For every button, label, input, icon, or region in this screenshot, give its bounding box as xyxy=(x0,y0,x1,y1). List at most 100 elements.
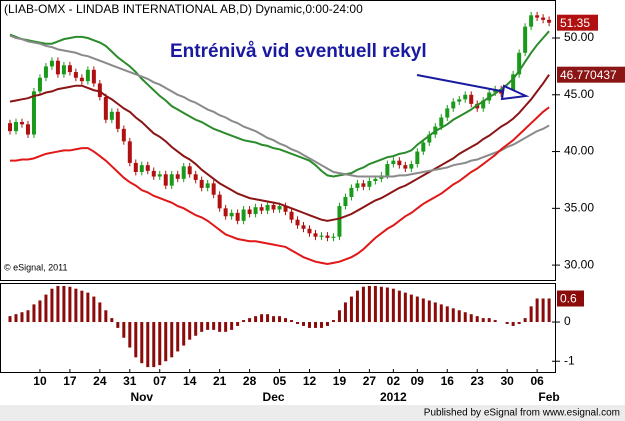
candle-body xyxy=(187,166,192,175)
histogram-bar xyxy=(206,322,210,330)
annotation-arrow xyxy=(416,74,507,93)
histogram-bar xyxy=(104,310,108,323)
candle-body xyxy=(13,122,18,132)
candle-body xyxy=(49,60,54,67)
candle-body xyxy=(271,204,276,210)
candle-body xyxy=(115,111,120,129)
histogram-bar xyxy=(50,288,54,323)
histogram-bar xyxy=(176,322,180,352)
candle-body xyxy=(127,141,132,163)
candle-body xyxy=(523,26,528,53)
candle-body xyxy=(409,164,414,169)
candle-body xyxy=(301,225,306,229)
x-tick-label: 19 xyxy=(333,374,347,388)
chart-title: (LIAB-OMX - LINDAB INTERNATIONAL AB,D) D… xyxy=(4,2,363,16)
y-tick-label: 35.00 xyxy=(564,201,594,215)
candle-body xyxy=(253,207,258,215)
candle-body xyxy=(199,179,204,188)
candle-body xyxy=(55,60,60,75)
candle-body xyxy=(469,94,474,104)
histogram-bar xyxy=(74,288,78,323)
x-tick-label: 09 xyxy=(411,374,425,388)
x-tick-label: 24 xyxy=(93,374,107,388)
candle-body xyxy=(391,160,396,165)
histogram-bar xyxy=(308,322,311,328)
x-tick-label: 02 xyxy=(387,374,401,388)
candle-body xyxy=(67,65,72,73)
histogram-bar xyxy=(397,290,401,323)
candle-body xyxy=(337,206,342,237)
histogram-bar xyxy=(200,322,204,332)
candle-body xyxy=(439,117,444,127)
histogram-bar xyxy=(224,322,228,332)
candle-body xyxy=(223,208,228,217)
candle-body xyxy=(283,206,288,212)
x-tick-label: 17 xyxy=(63,374,77,388)
candle-body xyxy=(247,209,252,215)
candle-body xyxy=(229,212,234,217)
candle-body xyxy=(73,72,78,78)
candle-body xyxy=(8,123,12,132)
candle-body xyxy=(121,128,126,142)
candle-body xyxy=(427,134,432,143)
histogram-bar xyxy=(218,322,222,332)
histogram-bar xyxy=(38,300,42,323)
candle-body xyxy=(463,94,468,100)
histogram-bar xyxy=(44,294,48,323)
candle-body xyxy=(217,194,222,209)
histogram-bar xyxy=(403,292,407,323)
candle-body xyxy=(319,235,324,237)
candle-body xyxy=(277,206,282,210)
candle-body xyxy=(385,164,390,176)
candle-body xyxy=(415,151,420,165)
histogram-bar xyxy=(20,312,24,323)
last-value-box xyxy=(557,66,625,83)
x-month-label: Nov xyxy=(130,390,153,404)
histogram-bar xyxy=(325,322,329,326)
histogram-bar xyxy=(290,320,294,323)
x-tick-label: 27 xyxy=(363,374,377,388)
candle-body xyxy=(535,15,540,18)
credit: © eSignal, 2011 xyxy=(4,262,68,272)
histogram-bar xyxy=(469,314,473,323)
histogram-bar xyxy=(56,285,60,323)
histogram-bar xyxy=(421,298,425,323)
histogram-bar xyxy=(152,322,156,368)
histogram-bar xyxy=(427,300,431,323)
candle-body xyxy=(343,196,348,207)
histogram-bar xyxy=(517,322,521,324)
y-tick-label: 50.00 xyxy=(564,30,594,44)
histogram-bar xyxy=(32,304,36,323)
candle-body xyxy=(289,211,294,220)
histogram-bar xyxy=(313,322,317,328)
x-month-label: Dec xyxy=(263,390,285,404)
histogram-bar xyxy=(337,310,341,323)
candle-body xyxy=(175,174,180,179)
candle-body xyxy=(529,15,534,27)
last-value-label: 51.35 xyxy=(560,16,590,30)
price-panel xyxy=(0,0,556,281)
x-tick-label: 31 xyxy=(123,374,137,388)
candle-body xyxy=(19,122,24,125)
candle-body xyxy=(367,181,372,187)
histogram-bar xyxy=(194,322,198,336)
histogram-bar xyxy=(26,310,30,323)
histogram-bar xyxy=(373,285,377,323)
candle-body xyxy=(517,52,522,75)
candle-body xyxy=(91,69,96,84)
histogram-bar xyxy=(170,322,174,358)
candle-body xyxy=(103,97,108,120)
histogram-bar xyxy=(463,312,467,323)
indicator-line xyxy=(10,106,550,265)
candle-body xyxy=(295,219,300,226)
last-value-box xyxy=(557,290,584,307)
candle-body xyxy=(511,74,516,92)
candle-body xyxy=(349,187,354,197)
indicator-line xyxy=(9,74,550,222)
histogram-bar xyxy=(379,286,383,323)
candle-body xyxy=(481,100,486,109)
candle-body xyxy=(151,170,156,177)
histogram-bar xyxy=(248,318,252,323)
candle-body xyxy=(181,166,186,179)
histogram-bar xyxy=(110,318,114,323)
